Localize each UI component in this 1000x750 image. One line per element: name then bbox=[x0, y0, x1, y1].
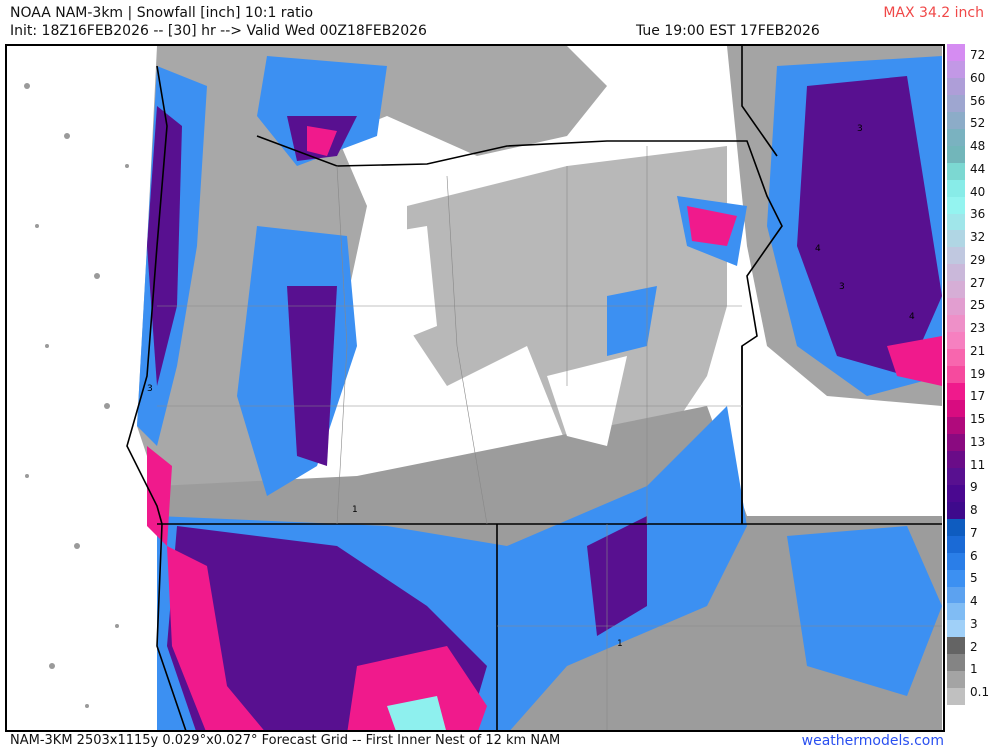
colorbar-segment bbox=[947, 501, 965, 519]
max-value: MAX 34.2 inch bbox=[883, 5, 984, 21]
colorbar-segment bbox=[947, 281, 965, 299]
colorbar-segment bbox=[947, 552, 965, 570]
colorbar-segment bbox=[947, 467, 965, 485]
colorbar-label: 32 bbox=[970, 230, 986, 244]
colorbar-label: 48 bbox=[970, 139, 986, 153]
colorbar-label: 3 bbox=[970, 616, 978, 631]
colorbar-label: 52 bbox=[970, 116, 986, 131]
colorbar-segment bbox=[947, 162, 965, 180]
colorbar-label: 60 bbox=[970, 70, 986, 85]
colorbar-label: 17 bbox=[970, 389, 986, 404]
colorbar-segment bbox=[947, 44, 965, 61]
colorbar-segment bbox=[947, 179, 965, 197]
colorbar-label: 40 bbox=[970, 184, 986, 199]
colorbar-label: 21 bbox=[970, 343, 986, 358]
site-link[interactable]: weathermodels.com bbox=[801, 733, 944, 749]
init-valid-time: Init: 18Z16FEB2026 -- [30] hr --> Valid … bbox=[10, 23, 427, 39]
colorbar-label: 11 bbox=[970, 457, 986, 472]
colorbar-segment bbox=[947, 349, 965, 367]
svg-text:3: 3 bbox=[857, 124, 863, 134]
colorbar-label: 1 bbox=[970, 662, 978, 677]
colorbar-segment bbox=[947, 332, 965, 350]
county-borders bbox=[157, 146, 942, 730]
snow-cyan-area bbox=[387, 696, 446, 730]
colorbar-label: 8 bbox=[970, 503, 978, 517]
colorbar-label: 9 bbox=[970, 480, 978, 495]
colorbar-segment bbox=[947, 518, 965, 536]
colorbar-segment bbox=[947, 366, 965, 384]
colorbar-segment bbox=[947, 620, 965, 638]
colorbar-segment bbox=[947, 247, 965, 265]
colorbar-segment bbox=[947, 603, 965, 621]
colorbar-segment bbox=[947, 213, 965, 231]
svg-text:1: 1 bbox=[352, 505, 358, 515]
colorbar-label: 5 bbox=[970, 571, 978, 586]
colorbar-segment bbox=[947, 298, 965, 316]
colorbar-segment bbox=[947, 416, 965, 434]
colorbar-labels: 72 60 56 52 48 44 40 36 32 29 27 25 23 21 19 17 15 13 11 9 8… bbox=[970, 44, 1000, 705]
colorbar-label: 56 bbox=[970, 93, 986, 108]
colorbar-label: 7 bbox=[970, 525, 978, 540]
colorbar-label: 0.1 bbox=[970, 685, 990, 699]
map-canvas: 3 3 4 4 3 1 1 bbox=[24, 46, 942, 730]
colorbar-segment bbox=[947, 94, 965, 112]
colorbar-label: 19 bbox=[970, 366, 986, 381]
contour-labels: 3 3 4 4 3 1 1 bbox=[147, 124, 915, 649]
map-title: NOAA NAM-3km | Snowfall [inch] 10:1 rati… bbox=[10, 5, 314, 21]
colorbar-segment bbox=[947, 433, 965, 451]
colorbar-label: 2 bbox=[970, 639, 978, 654]
colorbar-segment bbox=[947, 637, 965, 655]
colorbar-segment bbox=[947, 196, 965, 214]
snow-purple-areas bbox=[147, 76, 942, 730]
colorbar-label: 23 bbox=[970, 321, 986, 335]
colorbar-segment bbox=[947, 264, 965, 282]
colorbar-label: 27 bbox=[970, 275, 986, 290]
state-borders bbox=[126, 46, 942, 730]
snowfall-map: 3 3 4 4 3 1 1 bbox=[5, 44, 945, 732]
svg-text:4: 4 bbox=[909, 312, 915, 322]
colorbar-label: 36 bbox=[970, 207, 986, 222]
colorbar-label: 44 bbox=[970, 161, 986, 176]
colorbar-segment bbox=[947, 383, 965, 401]
colorbar-label: 15 bbox=[970, 412, 986, 426]
colorbar-segment bbox=[947, 671, 965, 689]
colorbar-segment bbox=[947, 654, 965, 672]
colorbar-segment bbox=[947, 688, 965, 706]
colorbar-segment bbox=[947, 450, 965, 468]
colorbar-label: 29 bbox=[970, 252, 986, 267]
local-valid-time: Tue 19:00 EST 17FEB2026 bbox=[636, 23, 820, 39]
colorbar-segment bbox=[947, 128, 965, 146]
grid-info: NAM-3KM 2503x1115y 0.029°x0.027° Forecas… bbox=[10, 733, 561, 748]
colorbar-segment bbox=[947, 535, 965, 553]
colorbar-segment bbox=[947, 569, 965, 587]
colorbar-segment bbox=[947, 77, 965, 95]
colorbar-segment bbox=[947, 60, 965, 78]
colorbar-label: 25 bbox=[970, 298, 986, 313]
svg-text:4: 4 bbox=[815, 244, 821, 254]
colorbar-label: 6 bbox=[970, 548, 978, 563]
colorbar-segment bbox=[947, 484, 965, 502]
snow-pink-areas bbox=[147, 126, 942, 730]
colorbar-segment bbox=[947, 586, 965, 604]
svg-text:3: 3 bbox=[839, 282, 845, 292]
colorbar bbox=[947, 44, 965, 706]
colorbar-segment bbox=[947, 315, 965, 333]
colorbar-label: 4 bbox=[970, 594, 978, 608]
colorbar-segment bbox=[947, 400, 965, 417]
colorbar-segment bbox=[947, 111, 965, 129]
colorbar-segment bbox=[947, 145, 965, 163]
colorbar-label: 13 bbox=[970, 434, 986, 449]
speckle-offshore bbox=[24, 83, 129, 708]
colorbar-segment bbox=[947, 230, 965, 248]
svg-text:3: 3 bbox=[147, 384, 153, 394]
colorbar-label: 72 bbox=[970, 48, 986, 62]
svg-text:1: 1 bbox=[617, 639, 623, 649]
